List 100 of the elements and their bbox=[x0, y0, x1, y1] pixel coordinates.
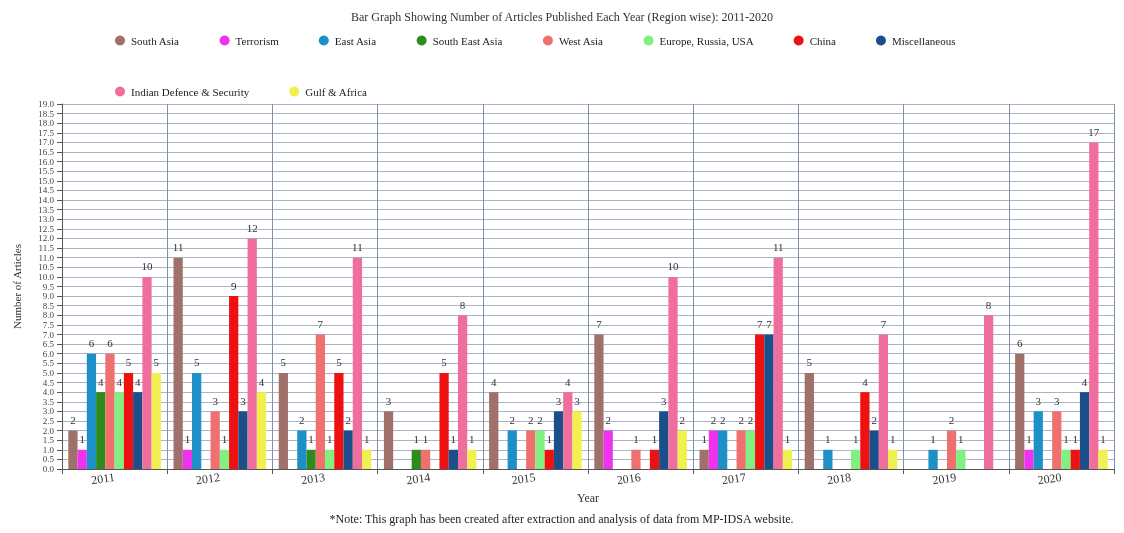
data-label: 2 bbox=[747, 414, 754, 427]
data-label: 4 bbox=[1081, 375, 1088, 388]
y-tick-label: 15.0 bbox=[38, 175, 55, 186]
y-tick-label: 11.0 bbox=[38, 252, 55, 263]
x-axis-title: Year bbox=[576, 490, 600, 505]
bar bbox=[133, 392, 143, 469]
x-tick-label: 2016 bbox=[615, 470, 642, 488]
data-label: 7 bbox=[317, 318, 324, 331]
y-tick-label: 9.0 bbox=[42, 291, 55, 302]
data-label: 1 bbox=[651, 433, 658, 446]
data-label: 1 bbox=[1026, 433, 1032, 446]
bar bbox=[229, 296, 239, 469]
legend-label: Terrorism bbox=[235, 34, 280, 47]
data-label: 10 bbox=[667, 260, 679, 273]
y-tick-label: 0.0 bbox=[42, 464, 55, 474]
y-tick-label: 7.0 bbox=[42, 329, 55, 340]
bar bbox=[563, 392, 573, 469]
data-label: 1 bbox=[422, 433, 429, 446]
bar bbox=[956, 449, 966, 469]
bar bbox=[467, 449, 477, 469]
data-label: 5 bbox=[153, 356, 160, 369]
legend-label: West Asia bbox=[558, 34, 604, 47]
bar bbox=[804, 372, 814, 469]
bar bbox=[173, 257, 183, 469]
bar bbox=[457, 315, 468, 469]
y-tick-label: 14.0 bbox=[38, 195, 55, 206]
data-label: 2 bbox=[537, 414, 543, 427]
data-label: 1 bbox=[958, 433, 964, 446]
data-label: 2 bbox=[719, 414, 726, 427]
bar bbox=[1079, 392, 1090, 469]
data-label: 9 bbox=[230, 279, 237, 292]
y-tick-label: 16.5 bbox=[38, 147, 55, 158]
bar bbox=[659, 411, 669, 469]
data-label: 10 bbox=[141, 260, 153, 273]
bar bbox=[123, 372, 134, 469]
data-label: 5 bbox=[336, 356, 343, 369]
bar bbox=[489, 392, 499, 469]
y-tick-label: 7.5 bbox=[42, 319, 55, 330]
bar bbox=[773, 257, 783, 469]
x-tick-label: 2013 bbox=[300, 470, 326, 488]
data-label: 1 bbox=[930, 433, 936, 446]
bar bbox=[764, 334, 774, 469]
y-tick-label: 1.5 bbox=[42, 435, 55, 446]
y-tick-label: 17.5 bbox=[38, 127, 55, 138]
y-tick-label: 19.0 bbox=[38, 99, 55, 109]
legend-label: Gulf & Africa bbox=[305, 85, 368, 98]
data-label: 7 bbox=[766, 318, 773, 331]
bar bbox=[334, 372, 344, 469]
x-tick-label: 2018 bbox=[826, 470, 852, 488]
bar bbox=[439, 372, 449, 469]
bar bbox=[526, 430, 536, 469]
y-tick-label: 15.5 bbox=[38, 166, 55, 177]
data-label: 6 bbox=[1016, 337, 1023, 350]
data-label: 4 bbox=[258, 375, 265, 388]
bar bbox=[860, 392, 870, 469]
data-label: 6 bbox=[88, 337, 95, 350]
data-label: 3 bbox=[1054, 394, 1061, 407]
bar bbox=[420, 449, 431, 469]
y-tick-label: 3.5 bbox=[42, 396, 55, 407]
data-label: 2 bbox=[710, 414, 717, 427]
data-label: 2 bbox=[70, 414, 76, 427]
y-tick-label: 5.0 bbox=[42, 367, 55, 378]
bar bbox=[411, 449, 421, 469]
y-tick-label: 9.5 bbox=[42, 281, 55, 292]
data-label: 3 bbox=[1035, 394, 1042, 407]
bar bbox=[1052, 411, 1062, 469]
data-label: 1 bbox=[184, 433, 191, 446]
data-label: 4 bbox=[97, 375, 104, 388]
y-tick-label: 0.5 bbox=[42, 454, 55, 465]
data-label: 1 bbox=[308, 433, 314, 446]
data-label: 1 bbox=[1063, 433, 1069, 446]
bar bbox=[306, 449, 316, 469]
bar bbox=[210, 411, 220, 469]
data-label: 1 bbox=[450, 433, 457, 446]
bar bbox=[823, 449, 833, 469]
y-tick-label: 4.0 bbox=[42, 387, 55, 398]
data-label: 4 bbox=[862, 375, 869, 388]
bar bbox=[603, 430, 613, 469]
bar bbox=[247, 238, 257, 469]
bar bbox=[668, 276, 678, 469]
y-tick-label: 1.0 bbox=[42, 444, 55, 455]
data-label: 3 bbox=[385, 394, 392, 407]
bar bbox=[383, 411, 394, 469]
bar bbox=[983, 315, 994, 469]
data-label: 7 bbox=[756, 318, 763, 331]
bar bbox=[219, 449, 230, 469]
bar bbox=[594, 334, 604, 469]
bar bbox=[878, 334, 889, 469]
y-tick-label: 8.5 bbox=[42, 300, 55, 311]
bar bbox=[192, 372, 202, 469]
bar bbox=[256, 392, 267, 469]
bar bbox=[1033, 411, 1043, 469]
bar bbox=[448, 449, 458, 469]
data-label: 11 bbox=[172, 241, 184, 254]
data-label: 5 bbox=[441, 356, 448, 369]
data-label: 8 bbox=[985, 298, 992, 311]
legend-label: South Asia bbox=[131, 34, 180, 47]
y-tick-label: 17.0 bbox=[38, 137, 55, 148]
data-label: 1 bbox=[1100, 433, 1106, 446]
data-label: 2 bbox=[509, 414, 516, 427]
